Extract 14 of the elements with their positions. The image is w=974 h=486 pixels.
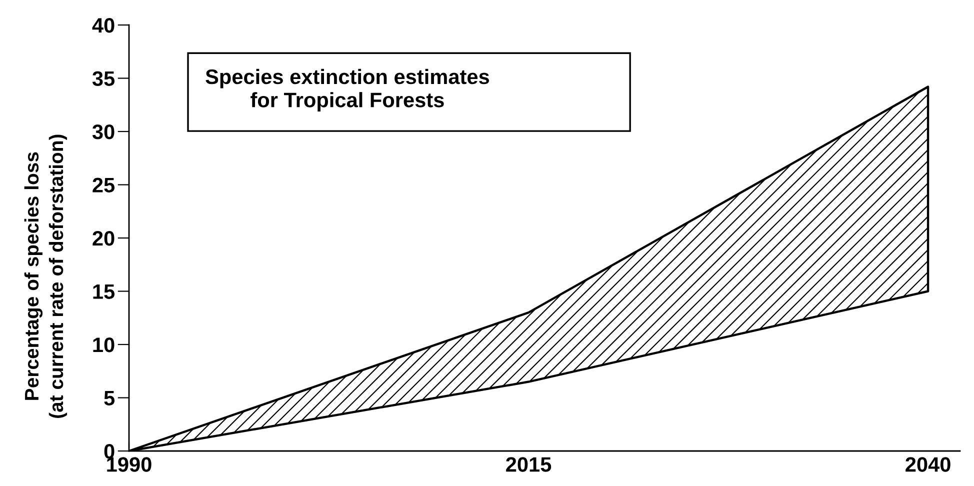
x-tick-label: 2040 (906, 457, 950, 472)
y-tick-label: 5 (104, 390, 115, 406)
y-axis-title: Percentage of species loss (at current rate of deforstation) (24, 134, 68, 418)
text: Species extinction estimates for Tropical Forests (206, 68, 490, 112)
y-tick-label: 0 (104, 444, 114, 459)
y-tick-label: 40 (92, 18, 114, 33)
y-tick-label: 10 (93, 338, 114, 352)
x-tick-label: 2015 (506, 457, 552, 472)
x-tick-label: 1990 (107, 457, 152, 472)
y-tick-label: 15 (93, 284, 115, 300)
y-tick-label: 20 (92, 231, 114, 246)
y-tick-label: 35 (92, 71, 115, 86)
y-tick-label: 30 (92, 124, 114, 140)
y-tick-label: 25 (92, 178, 115, 193)
